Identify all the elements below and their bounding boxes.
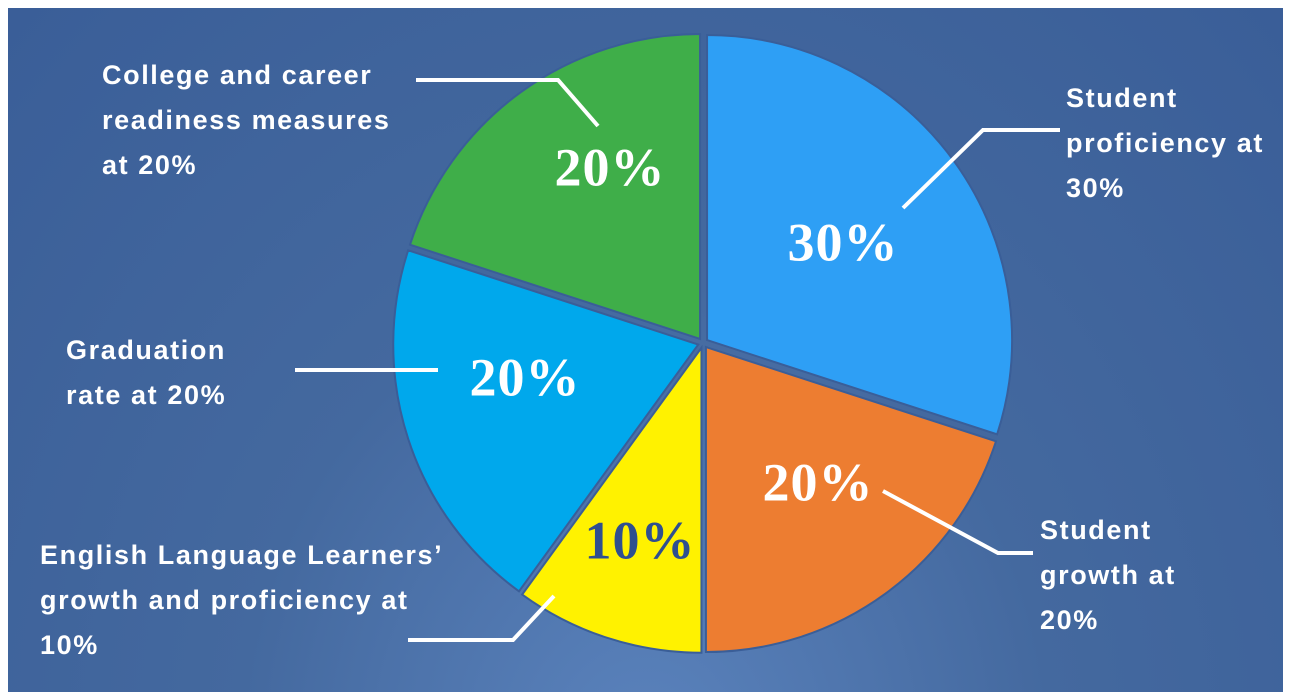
value-label: 30%	[788, 212, 899, 272]
pie-slice	[704, 345, 998, 654]
value-label: 20%	[555, 137, 666, 197]
leader-line	[882, 489, 1033, 555]
leader-line	[416, 78, 600, 128]
chart: 30% 20% 10% 20% 20%	[295, 32, 1060, 654]
leader-line	[901, 128, 1060, 210]
category-label: Graduation rate at 20%	[66, 335, 227, 410]
value-label: 20%	[763, 452, 874, 512]
chart-area: 30% 20% 10% 20% 20% Student proficiency at 3…	[8, 8, 1283, 692]
value-label: 10%	[585, 510, 696, 570]
category-label: English Language Learners’ growth and pr…	[40, 540, 442, 660]
leader-line	[408, 594, 556, 642]
pie-slice	[520, 344, 703, 654]
category-label: College and career readiness measures at…	[102, 60, 391, 180]
pie-slice	[408, 32, 702, 341]
pie-slice	[392, 249, 700, 593]
value-label: 20%	[470, 347, 581, 407]
category-label: Student proficiency at 30%	[1066, 83, 1264, 203]
category-label: Student growth at 20%	[1040, 515, 1176, 635]
